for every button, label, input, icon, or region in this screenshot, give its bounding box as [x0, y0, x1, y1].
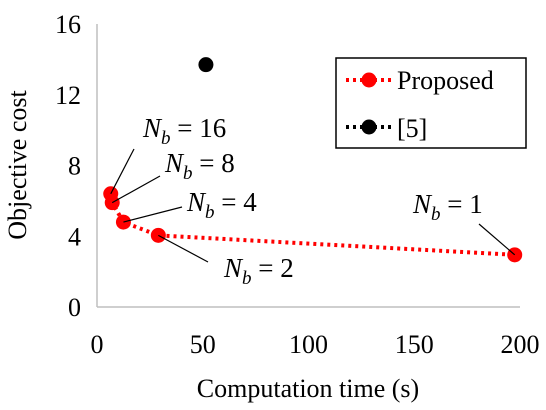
y-tick-labels: 0 4 8 12 16 [55, 10, 81, 322]
annotation-leader-1 [111, 175, 161, 204]
annotation-leader-4 [478, 223, 516, 256]
annotation-label-3: Nb = 2 [223, 253, 294, 289]
x-tick-label-3: 150 [395, 330, 434, 359]
x-axis-title: Computation time (s) [197, 374, 419, 403]
x-tick-label-4: 200 [501, 330, 540, 359]
x-tick-label-0: 0 [91, 330, 104, 359]
x-tick-label-1: 50 [190, 330, 216, 359]
data-point-1-0 [198, 57, 214, 73]
annotation-label-2: Nb = 4 [186, 187, 257, 223]
legend-marker-proposed [361, 72, 377, 88]
legend-label-ref: [5] [397, 114, 427, 143]
x-tick-labels: 0 50 100 150 200 [91, 330, 540, 359]
legend-marker-ref [361, 119, 377, 135]
annotation-label-0: Nb = 16 [142, 113, 226, 149]
y-axis-title: Objective cost [3, 90, 32, 240]
y-tick-label-2: 8 [68, 152, 81, 181]
legend-label-proposed: Proposed [397, 66, 494, 95]
annotation-leader-0 [110, 148, 135, 195]
y-tick-label-1: 4 [68, 222, 81, 251]
annotation-label-4: Nb = 1 [412, 189, 483, 225]
annotation-label-1: Nb = 8 [164, 148, 235, 184]
x-tick-label-2: 100 [289, 330, 328, 359]
annotation-leader-3 [158, 234, 209, 263]
annotation-leader-2 [123, 206, 183, 223]
y-tick-label-0: 0 [68, 293, 81, 322]
y-tick-label-4: 16 [55, 10, 81, 39]
legend: Proposed [5] [335, 57, 527, 149]
y-tick-label-3: 12 [55, 81, 81, 110]
